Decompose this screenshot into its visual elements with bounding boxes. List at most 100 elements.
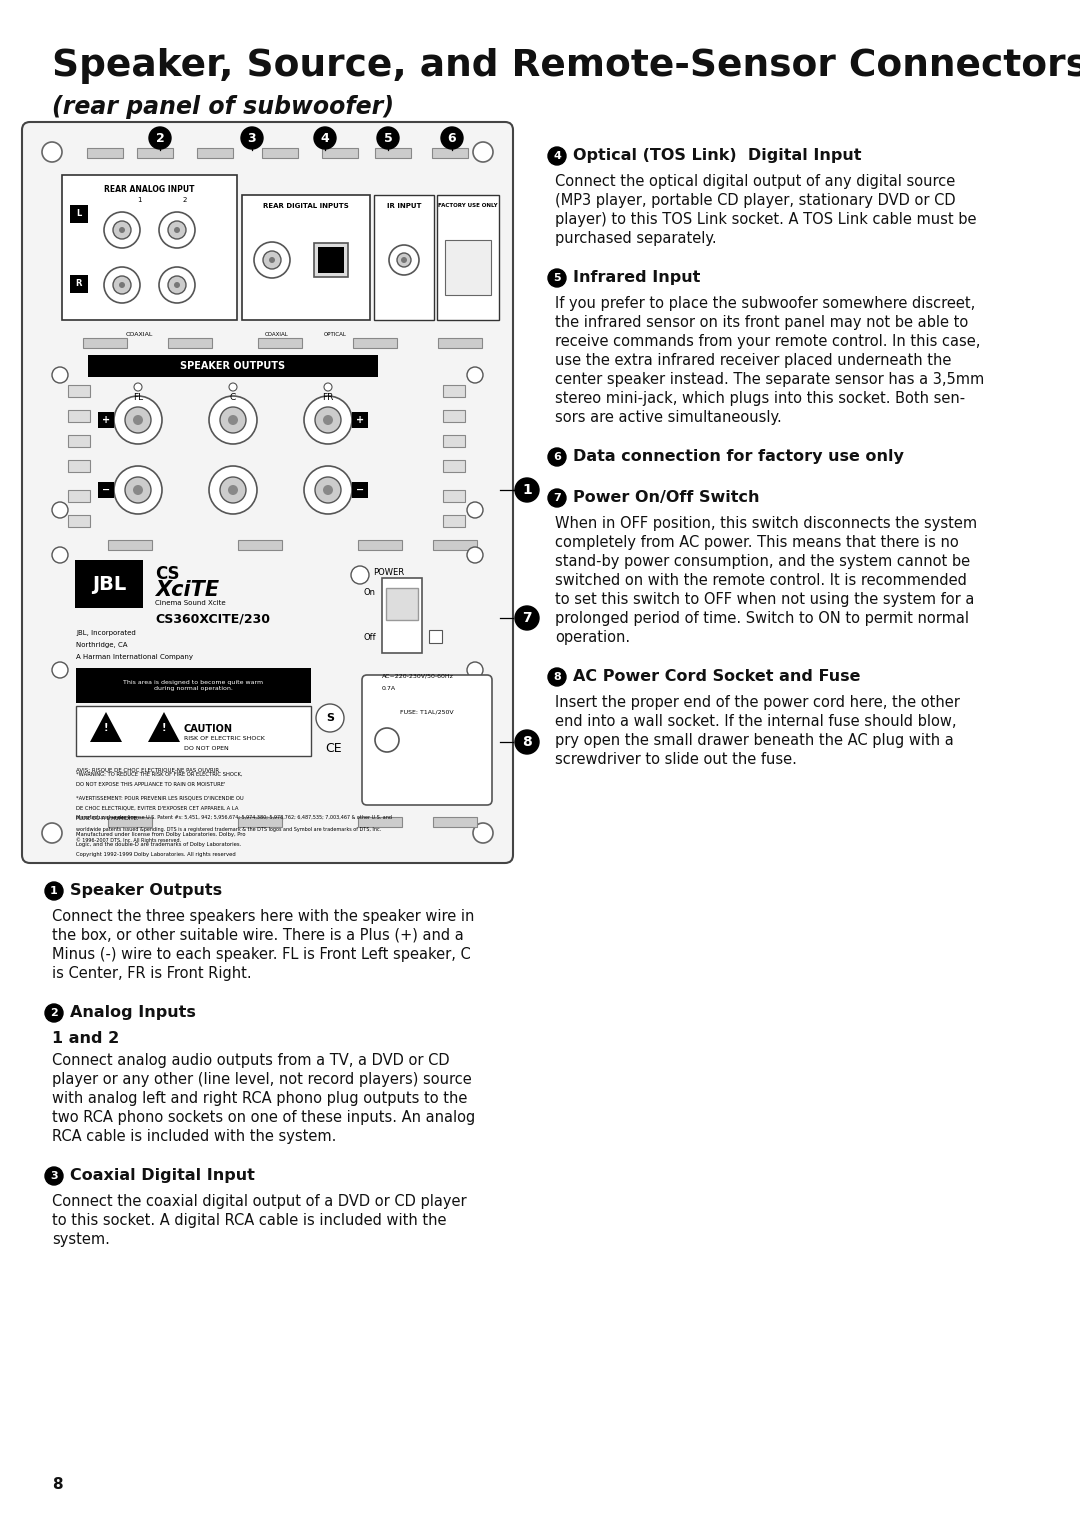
Text: 8: 8 [553, 672, 561, 683]
Text: Analog Inputs: Analog Inputs [70, 1005, 195, 1020]
Circle shape [323, 486, 333, 495]
Text: This area is designed to become quite warm
during normal operation.: This area is designed to become quite wa… [123, 680, 264, 690]
Circle shape [104, 267, 140, 302]
Circle shape [315, 476, 341, 502]
Circle shape [315, 408, 341, 434]
Circle shape [113, 221, 131, 240]
Text: AVIS: RISQUE DE CHOC ELECTRIQUE-NE PAS OUVRIR: AVIS: RISQUE DE CHOC ELECTRIQUE-NE PAS O… [76, 768, 219, 773]
Bar [68, 411, 90, 421]
Text: DO NOT OPEN: DO NOT OPEN [184, 747, 229, 751]
Text: COAXIAL: COAXIAL [265, 331, 288, 337]
Text: Logic, and the double-D are trademarks of Dolby Laboratories.: Logic, and the double-D are trademarks o… [76, 841, 241, 847]
Circle shape [316, 704, 345, 731]
Text: Connect the three speakers here with the speaker wire in: Connect the three speakers here with the… [52, 909, 474, 924]
Text: Copyright 1992-1999 Dolby Laboratories. All rights reserved: Copyright 1992-1999 Dolby Laboratories. … [76, 852, 235, 857]
Text: FUSE: T1AL/250V: FUSE: T1AL/250V [401, 710, 454, 715]
Text: 1 and 2: 1 and 2 [52, 1031, 119, 1046]
Text: REAR ANALOG INPUT: REAR ANALOG INPUT [105, 185, 194, 194]
Circle shape [467, 663, 483, 678]
Text: Northridge, CA: Northridge, CA [76, 641, 127, 647]
Text: −: − [102, 486, 110, 495]
Circle shape [323, 415, 333, 425]
Bar [386, 588, 418, 620]
Circle shape [548, 489, 566, 507]
Circle shape [114, 395, 162, 444]
Circle shape [159, 267, 195, 302]
Circle shape [159, 212, 195, 247]
Text: Coaxial Digital Input: Coaxial Digital Input [70, 1168, 255, 1183]
Bar [382, 579, 422, 654]
Circle shape [168, 276, 186, 295]
Bar [87, 354, 378, 377]
Bar [98, 483, 114, 498]
Text: 2: 2 [156, 131, 164, 145]
Circle shape [241, 127, 264, 150]
Text: OPTICAL: OPTICAL [324, 331, 347, 337]
Bar [98, 412, 114, 428]
Text: Infrared Input: Infrared Input [573, 270, 700, 286]
Bar [68, 460, 90, 472]
Bar [197, 148, 233, 157]
Text: 2: 2 [50, 1008, 58, 1019]
Text: sors are active simultaneously.: sors are active simultaneously. [555, 411, 782, 425]
Bar [443, 515, 465, 527]
Text: On: On [364, 588, 376, 597]
Bar [238, 541, 282, 550]
Polygon shape [90, 712, 122, 742]
Circle shape [548, 447, 566, 466]
Circle shape [210, 395, 257, 444]
Circle shape [149, 127, 171, 150]
Text: COAXIAL: COAXIAL [125, 331, 152, 337]
Text: 5: 5 [553, 273, 561, 282]
Text: S: S [326, 713, 334, 722]
Text: FL: FL [133, 394, 143, 403]
Bar [242, 195, 370, 321]
Text: 4: 4 [553, 151, 561, 160]
Bar [443, 460, 465, 472]
Text: XciTE: XciTE [156, 580, 219, 600]
Text: is Center, FR is Front Right.: is Center, FR is Front Right. [52, 967, 252, 980]
Circle shape [52, 547, 68, 563]
Text: worldwide patents issued &pending. DTS is a registered trademark & the DTS logos: worldwide patents issued &pending. DTS i… [76, 828, 381, 832]
Circle shape [42, 823, 62, 843]
Text: Minus (-) wire to each speaker. FL is Front Left speaker, C: Minus (-) wire to each speaker. FL is Fr… [52, 947, 471, 962]
Circle shape [548, 269, 566, 287]
Text: 3: 3 [50, 1171, 58, 1180]
Circle shape [324, 383, 332, 391]
Text: system.: system. [52, 1232, 110, 1248]
Text: PLUIE OU A L'HUMIDITE.: PLUIE OU A L'HUMIDITE. [76, 815, 138, 822]
Text: Power On/Off Switch: Power On/Off Switch [573, 490, 759, 505]
Circle shape [45, 883, 63, 899]
Bar [168, 337, 212, 348]
Bar [443, 385, 465, 397]
Text: JBL: JBL [92, 574, 126, 594]
Text: completely from AC power. This means that there is no: completely from AC power. This means tha… [555, 534, 959, 550]
Text: 7: 7 [523, 611, 531, 625]
Text: 0.7A: 0.7A [382, 686, 396, 692]
Circle shape [377, 127, 399, 150]
Bar [322, 148, 357, 157]
Text: switched on with the remote control. It is recommended: switched on with the remote control. It … [555, 573, 967, 588]
Circle shape [125, 408, 151, 434]
Text: 2: 2 [183, 197, 187, 203]
Circle shape [114, 466, 162, 515]
Text: FACTORY USE ONLY: FACTORY USE ONLY [438, 203, 498, 208]
Circle shape [441, 127, 463, 150]
Bar [352, 483, 368, 498]
Text: Manufactured under license from Dolby Laboratories. Dolby, Pro: Manufactured under license from Dolby La… [76, 832, 245, 837]
Text: IR INPUT: IR INPUT [387, 203, 421, 209]
Text: +: + [356, 415, 364, 425]
Text: Insert the proper end of the power cord here, the other: Insert the proper end of the power cord … [555, 695, 960, 710]
Circle shape [45, 1167, 63, 1185]
Bar [87, 148, 123, 157]
Bar [76, 705, 311, 756]
Circle shape [228, 415, 238, 425]
Text: the box, or other suitable wire. There is a Plus (+) and a: the box, or other suitable wire. There i… [52, 928, 463, 944]
Bar [353, 337, 397, 348]
Text: 5: 5 [383, 131, 392, 145]
Bar [76, 667, 311, 702]
Circle shape [389, 244, 419, 275]
Text: !: ! [104, 722, 108, 733]
Bar [258, 337, 302, 348]
Text: C: C [230, 394, 237, 403]
